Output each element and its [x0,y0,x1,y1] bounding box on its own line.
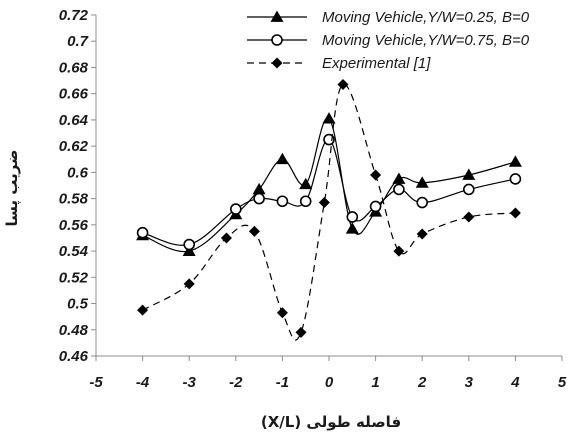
series-1-point [392,172,406,184]
legend-item-2: Moving Vehicle,Y/W=0.75, B=0 [247,32,530,49]
series-3-point [248,225,260,237]
series-3-point [295,326,307,338]
series-2-point [253,192,265,205]
series-3-point [137,304,149,316]
series-3-point [463,211,475,223]
series-3-point [370,169,382,181]
y-tick-label: 0.72 [59,7,89,24]
series-3-point [393,245,405,257]
x-tick-label: 4 [510,374,520,391]
series-3-point [318,197,330,209]
legend-label: Moving Vehicle,Y/W=0.75, B=0 [322,32,530,49]
y-axis-title: ضریب پسا [3,149,22,226]
y-tick-label: 0.46 [59,348,89,365]
series-2-point [323,133,335,146]
x-tick-label: 3 [465,374,474,391]
series-1-point [252,182,266,195]
y-tick-label: 0.7 [67,33,89,50]
series-2-point [346,211,359,223]
x-tick-label: 0 [325,374,334,391]
x-axis-title: فاصله طولی (X/L) [261,413,401,431]
series-1 [136,112,522,256]
y-tick-label: 0.54 [59,243,89,260]
series-2-point [393,183,405,196]
series-3-point [220,232,232,244]
legend: Moving Vehicle,Y/W=0.25, B=0 Moving Vehic… [247,9,530,72]
x-tick-label: 2 [417,374,427,391]
x-axis: -5 -4 -3 -2 -1 0 1 2 3 4 5 [89,355,567,391]
y-axis: 0.46 0.48 0.5 0.52 0.54 0.56 0.58 0.6 0.62 0.64 0.… [59,7,97,365]
y-tick-label: 0.5 [67,296,89,313]
legend-swatch-marker [270,10,284,22]
series-1-point [275,152,289,165]
series-3-point [509,207,521,219]
series-1-point [462,168,476,180]
series-2-line [142,138,516,246]
x-tick-label: 5 [558,374,567,391]
legend-swatch-marker [271,57,283,69]
series-2-point [299,195,312,208]
series-2-point [136,226,149,239]
y-tick-label: 0.58 [59,191,89,208]
legend-label: Experimental [1] [322,55,431,72]
x-tick-label: -3 [183,374,197,391]
legend-item-1: Moving Vehicle,Y/W=0.25, B=0 [247,9,530,26]
y-tick-label: 0.66 [59,86,89,103]
series-2-point [369,200,382,213]
series-2-point [416,196,429,209]
y-tick-label: 0.56 [59,217,89,234]
legend-item-3: Experimental [1] [247,55,431,72]
x-tick-label: -4 [136,374,150,391]
x-tick-label: 1 [371,374,379,391]
x-tick-label: -1 [276,374,289,391]
series-3 [137,79,521,341]
legend-label: Moving Vehicle,Y/W=0.25, B=0 [322,9,530,26]
series-2-point [462,183,475,196]
series-2-point [183,238,195,251]
series-3-point [416,228,428,240]
x-tick-label: -5 [89,374,103,391]
legend-swatch-marker [271,34,283,46]
series-1-point [299,177,313,190]
series-2-point [509,173,522,185]
series-1-point [322,112,336,124]
series-2 [136,133,522,251]
series-3-point [276,307,288,319]
y-tick-label: 0.68 [59,59,89,76]
series-1-point [508,155,522,167]
y-tick-label: 0.64 [59,112,89,129]
y-tick-label: 0.52 [59,269,89,286]
series-2-point [230,203,242,215]
y-tick-label: 0.6 [67,164,89,181]
series-layer [136,79,522,341]
y-tick-label: 0.48 [59,322,89,339]
x-tick-label: -2 [229,374,243,391]
series-3-point [337,79,349,91]
series-2-point [276,195,289,208]
y-tick-label: 0.62 [59,138,89,155]
series-3-point [183,278,195,290]
series-1-point [345,222,359,234]
series-1-point [415,176,429,188]
